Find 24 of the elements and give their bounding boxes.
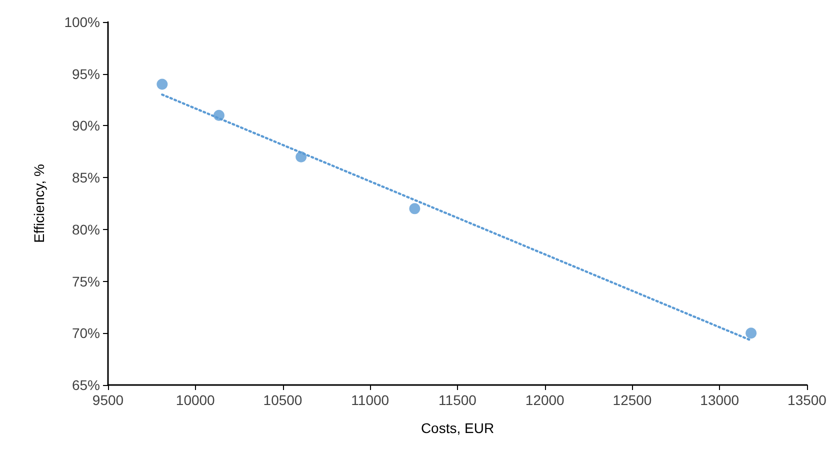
- point: [296, 151, 307, 162]
- point: [156, 78, 168, 90]
- x-tick-label: 11000: [351, 392, 390, 408]
- x-tick-label: 9500: [92, 392, 124, 408]
- x-tick-label: 13500: [788, 392, 827, 408]
- x-tick-label: 10500: [263, 392, 302, 408]
- y-tick-label: 65%: [72, 377, 100, 393]
- y-tick-label: 75%: [72, 273, 100, 290]
- y-tick-label: 85%: [72, 170, 100, 186]
- y-tick-label: 70%: [72, 325, 100, 342]
- x-tick-label: 12000: [525, 392, 565, 408]
- y-tick-label: 95%: [72, 66, 100, 82]
- x-tick-label: 12500: [612, 392, 652, 408]
- point: [746, 328, 757, 339]
- x-tick-label: 13000: [700, 392, 740, 408]
- x-axis-title: Costs, EUR: [420, 420, 494, 436]
- x-tick-label: 10000: [176, 392, 216, 408]
- y-tick-label: 90%: [72, 118, 100, 134]
- point: [213, 110, 224, 121]
- y-tick-label: 100%: [64, 14, 100, 30]
- y-axis-title: Efficiency, %: [31, 164, 47, 243]
- point: [409, 203, 420, 214]
- y-tick-label: 80%: [72, 221, 100, 238]
- x-tick-label: 11500: [438, 392, 477, 408]
